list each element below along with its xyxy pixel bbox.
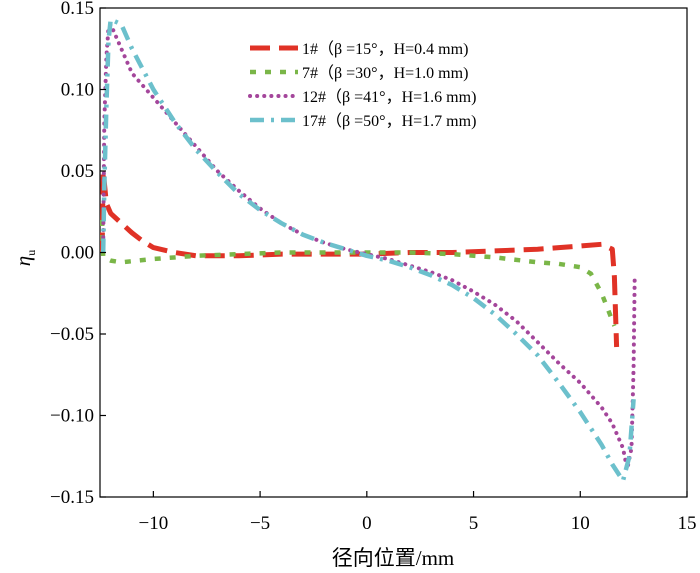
legend-punct: （ <box>318 64 334 82</box>
x-tick-label: −10 <box>139 513 169 534</box>
legend-entry-part: 12# <box>302 89 326 106</box>
legend-punct: （ <box>326 88 342 106</box>
series-line-1 <box>100 168 620 348</box>
y-tick-label: 0.15 <box>61 0 94 19</box>
x-tick-label: 10 <box>571 513 590 534</box>
legend: 1#（β =15°，H=0.4 mm)7#（β =30°，H=1.0 mm)12… <box>248 40 476 130</box>
legend-punct: ， <box>386 113 402 130</box>
y-axis-label-sub: u <box>24 250 38 256</box>
x-tick-label: 0 <box>362 513 372 534</box>
y-axis-label: ηu <box>11 250 38 266</box>
x-tick-label: 5 <box>469 513 479 534</box>
axes: −10 −5 0 5 10 15 −0.15 −0.10 −0.05 0.00 0.05 0.10 0.… <box>50 0 696 534</box>
x-tick-label: 15 <box>678 513 697 534</box>
y-tick-label: −0.15 <box>50 487 94 508</box>
legend-entry-part: β =41° <box>342 89 386 106</box>
legend-entry-part: 1# <box>302 41 318 58</box>
legend-punct: ) <box>471 89 476 106</box>
y-tick-label: 0.00 <box>61 243 94 264</box>
legend-entry-part: 7# <box>302 65 318 82</box>
legend-punct: ) <box>463 41 468 58</box>
legend-entry-part: β =30° <box>334 65 378 82</box>
legend-punct: ， <box>378 65 394 82</box>
series-line-4 <box>100 17 636 483</box>
y-tick-label: −0.05 <box>50 324 94 345</box>
legend-punct: ) <box>463 65 468 82</box>
x-axis-label: 径向位置/mm <box>332 546 455 570</box>
legend-punct: ) <box>471 113 476 130</box>
y-tick-label: −0.10 <box>50 406 94 427</box>
legend-entry-part: H=0.4 mm <box>394 41 464 58</box>
series-lines <box>100 17 637 483</box>
legend-punct: （ <box>326 112 342 130</box>
legend-entry-part: H=1.6 mm <box>402 89 472 106</box>
legend-entry-3: 12#（β =41°，H=1.6 mm) <box>302 88 476 106</box>
legend-punct: ， <box>386 89 402 106</box>
y-tick-label: 0.05 <box>61 161 94 182</box>
legend-entry-2: 7#（β =30°，H=1.0 mm) <box>302 64 468 82</box>
legend-entry-part: β =50° <box>342 113 386 130</box>
legend-entry-part: 17# <box>302 113 326 130</box>
legend-entry-part: H=1.7 mm <box>402 113 472 130</box>
x-tick-label: −5 <box>250 513 270 534</box>
y-tick-label: 0.10 <box>61 80 94 101</box>
series-line-3 <box>101 22 637 472</box>
legend-entry-1: 1#（β =15°，H=0.4 mm) <box>302 40 468 58</box>
legend-punct: ， <box>378 41 394 58</box>
series-line-2 <box>100 219 617 327</box>
legend-entry-part: H=1.0 mm <box>394 65 464 82</box>
legend-entry-part: β =15° <box>334 41 378 58</box>
y-axis-label-main: η <box>11 256 35 266</box>
legend-entry-4: 17#（β =50°，H=1.7 mm) <box>302 112 476 130</box>
legend-punct: （ <box>318 40 334 58</box>
